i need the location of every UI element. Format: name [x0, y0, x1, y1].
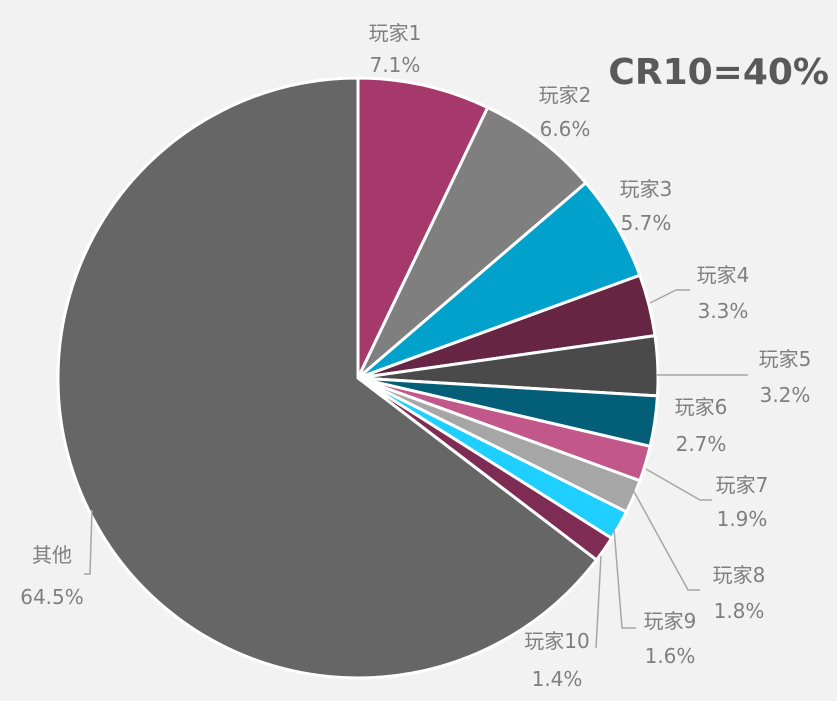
- slice-name-label-11: 其他: [32, 543, 72, 567]
- slice-value-label-3: 5.7%: [621, 211, 672, 235]
- slice-value-label-8: 1.8%: [714, 599, 765, 623]
- slice-name-label-4: 玩家4: [697, 263, 750, 287]
- leader-line-4: [649, 289, 690, 304]
- slice-value-label-2: 6.6%: [540, 117, 591, 141]
- slice-value-label-4: 3.3%: [698, 299, 749, 323]
- slice-value-label-6: 2.7%: [676, 432, 727, 456]
- leader-line-10: [595, 555, 602, 649]
- cr10-annotation: CR10=40%: [608, 52, 829, 93]
- slice-name-label-5: 玩家5: [759, 347, 812, 371]
- slice-name-label-9: 玩家9: [644, 609, 697, 633]
- slice-value-label-9: 1.6%: [645, 644, 696, 668]
- slice-value-label-7: 1.9%: [717, 507, 768, 531]
- slice-name-label-6: 玩家6: [675, 395, 728, 419]
- slice-name-label-2: 玩家2: [539, 83, 592, 107]
- slice-value-label-5: 3.2%: [760, 383, 811, 407]
- slice-name-label-3: 玩家3: [620, 177, 673, 201]
- slice-labels: 玩家1 7.1% 玩家2 6.6% 玩家3 5.7% 玩家4 3.3% 玩家5 3.2% 玩家6 2.…: [20, 21, 811, 691]
- slice-name-label-7: 玩家7: [716, 473, 769, 497]
- slice-value-label-11: 64.5%: [20, 585, 84, 609]
- slice-name-label-1: 玩家1: [369, 21, 422, 45]
- slice-name-label-10: 玩家10: [524, 629, 589, 653]
- leader-lines: [84, 289, 748, 649]
- leader-line-11: [84, 509, 93, 575]
- pie-slice-2: [356, 105, 588, 380]
- leader-line-8: [631, 487, 700, 591]
- slice-value-label-1: 7.1%: [370, 53, 421, 77]
- slice-value-label-10: 1.4%: [532, 667, 583, 691]
- pie-slices: [56, 76, 660, 680]
- leader-line-9: [613, 527, 636, 629]
- pie-slice-11: [56, 76, 599, 680]
- slice-name-label-8: 玩家8: [713, 563, 766, 587]
- pie-slice-1: [356, 76, 490, 380]
- leader-line-7: [645, 468, 712, 501]
